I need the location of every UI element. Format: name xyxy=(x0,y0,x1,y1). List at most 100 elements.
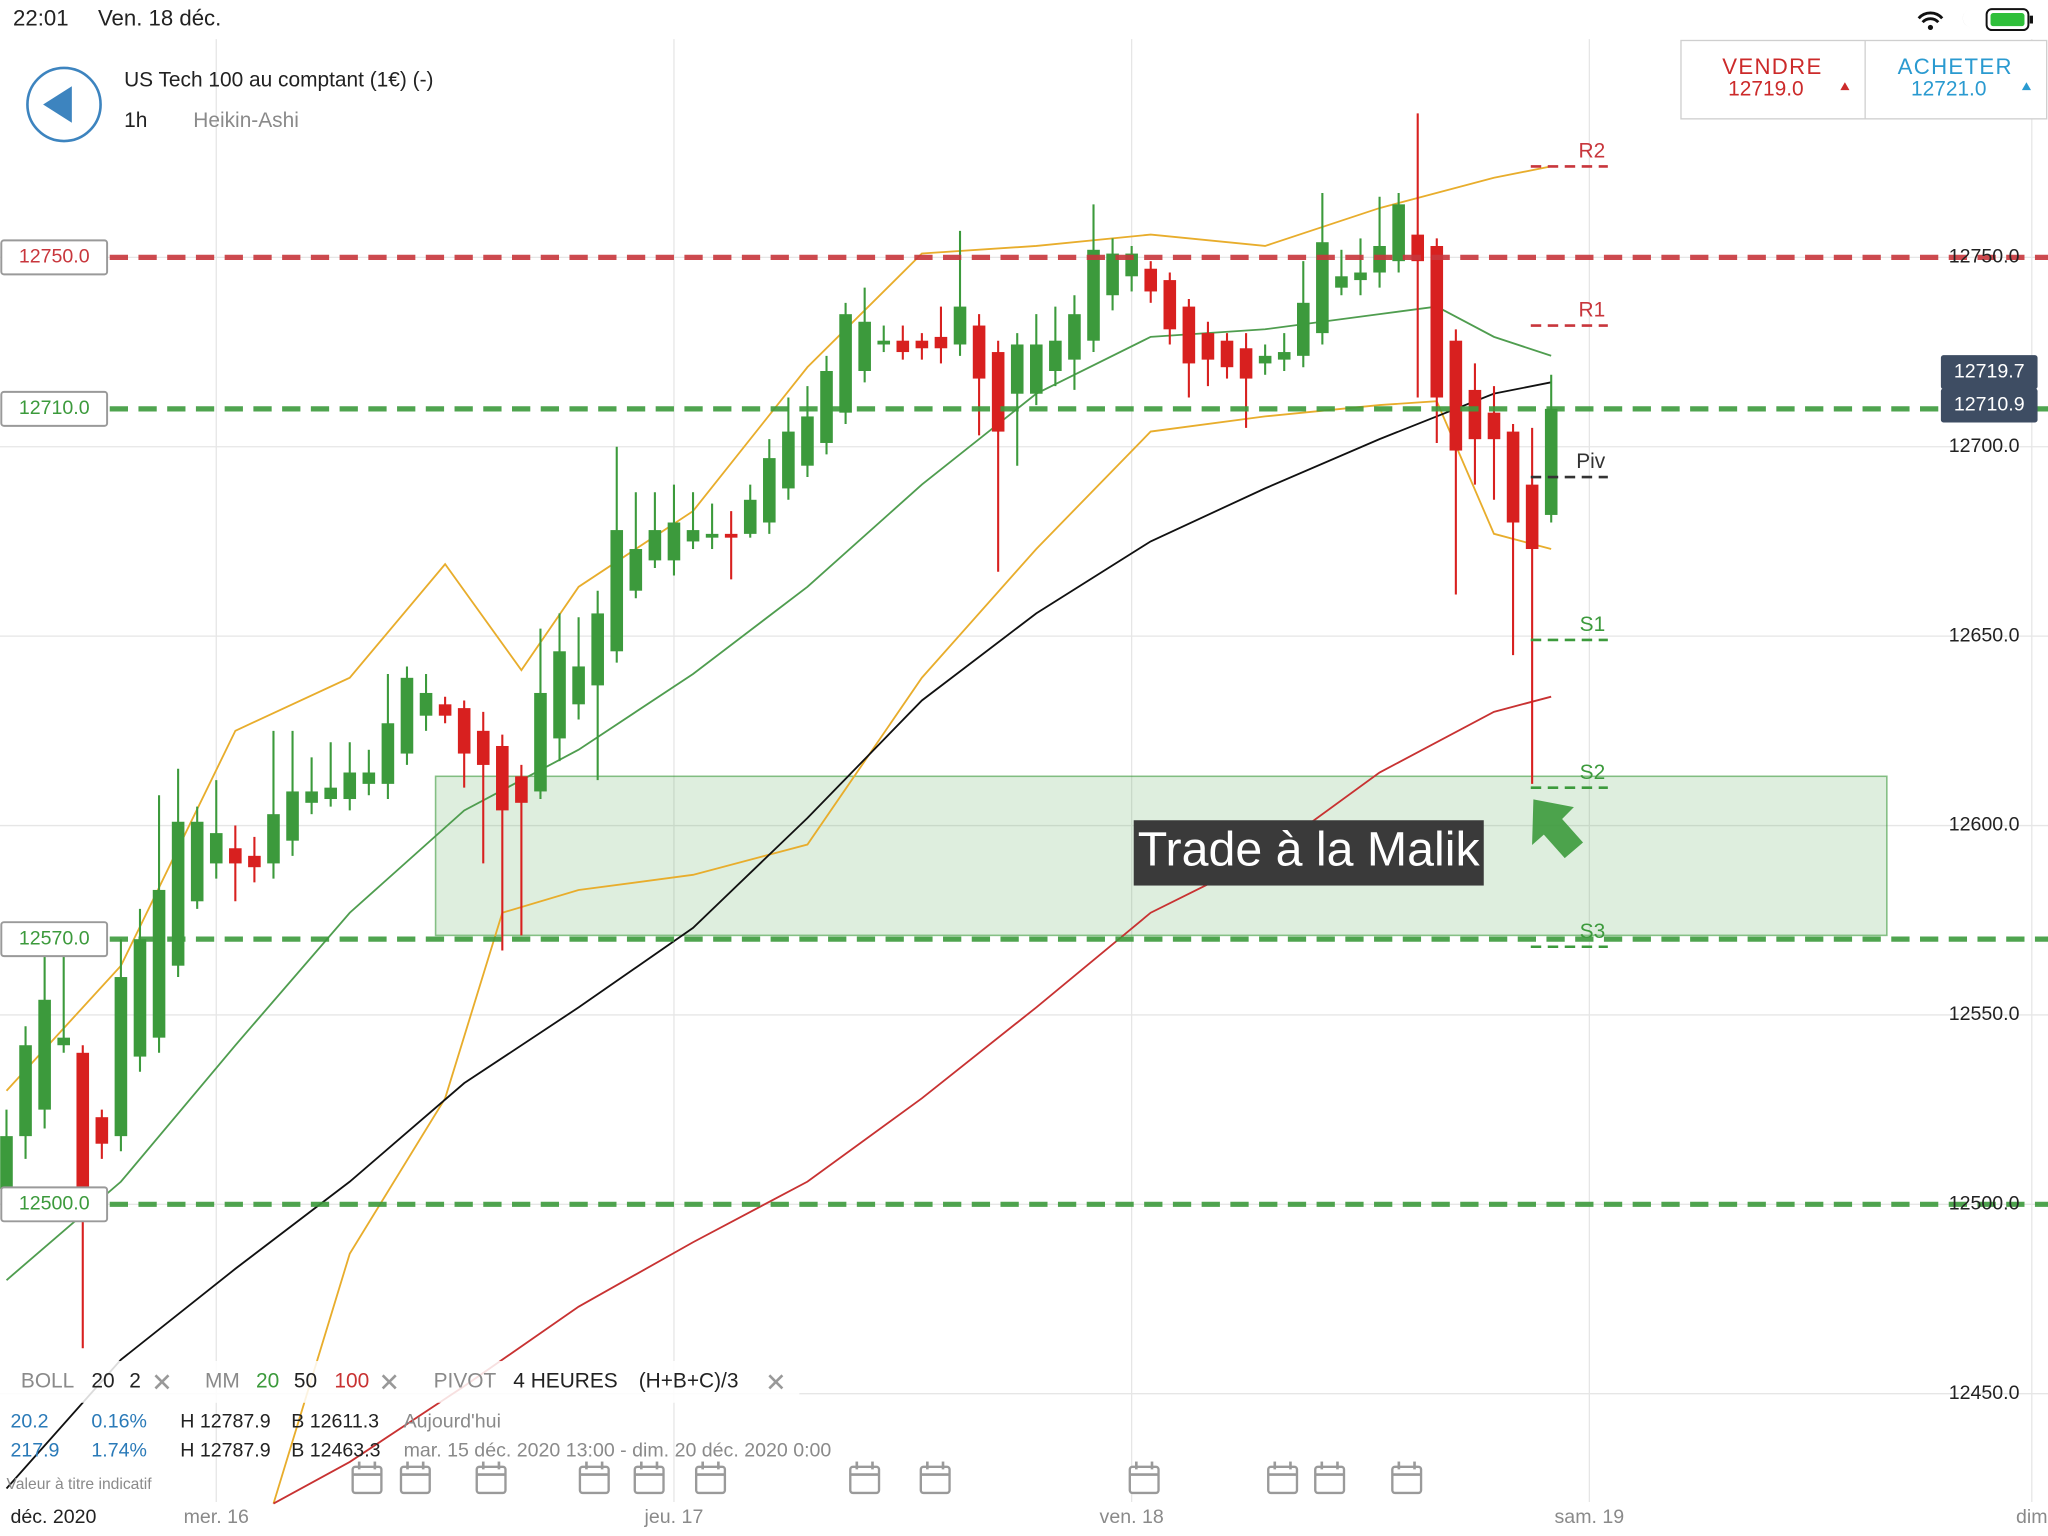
mm-legend[interactable]: MM 20 50 100 xyxy=(205,1369,397,1392)
candle xyxy=(19,1026,32,1159)
candle xyxy=(1258,344,1272,375)
candle xyxy=(1220,333,1234,379)
candle-body xyxy=(19,1045,32,1137)
period-label-bg xyxy=(0,1502,115,1536)
candle xyxy=(114,939,128,1152)
x-tick-label: ven. 18 xyxy=(1100,1506,1164,1528)
candle xyxy=(1125,245,1138,292)
candle-body xyxy=(1049,340,1062,371)
indicator-name: MM xyxy=(205,1369,240,1392)
candle-body xyxy=(1487,412,1501,440)
candle xyxy=(686,492,700,550)
legend-bg xyxy=(0,1360,800,1403)
level-label-box xyxy=(0,921,109,958)
candle xyxy=(610,446,624,663)
candle xyxy=(991,340,1005,572)
annotation: Trade à la Malik xyxy=(1138,823,1481,877)
info-period: mar. 15 déc. 2020 13:00 - dim. 20 déc. 2… xyxy=(404,1439,832,1461)
candle-body xyxy=(152,889,166,1038)
indicator-line xyxy=(272,400,1552,1504)
candle xyxy=(133,908,147,1072)
candle-body xyxy=(1354,272,1367,281)
candle-body xyxy=(782,431,795,489)
x-tick-label: sam. 19 xyxy=(1555,1506,1625,1528)
candle xyxy=(896,325,910,360)
price-tag: 12710.9 xyxy=(1954,394,2025,416)
calendar-icon xyxy=(1391,1461,1423,1495)
chart-style[interactable]: Heikin-Ashi xyxy=(193,109,299,132)
candle-body xyxy=(57,1037,70,1046)
candle xyxy=(1525,427,1539,784)
calendar-frame xyxy=(351,1465,383,1495)
candle-body xyxy=(457,708,471,754)
candle xyxy=(915,333,929,360)
info-value: 217.9 xyxy=(10,1439,59,1461)
candle xyxy=(38,939,51,1129)
candle-body xyxy=(1277,352,1291,360)
candle xyxy=(57,946,70,1053)
candle xyxy=(839,302,852,425)
status-time: 22:01 xyxy=(13,5,69,30)
calendar-icons[interactable] xyxy=(351,1461,1423,1495)
y-tick-label: 12750.0 xyxy=(1949,246,2020,268)
info-period: Aujourd'hui xyxy=(404,1411,501,1433)
candle xyxy=(190,806,204,909)
candle xyxy=(152,795,166,1053)
candle-body xyxy=(534,692,547,792)
boll-legend[interactable]: BOLL 20 2 xyxy=(21,1369,170,1392)
annotation-arrow xyxy=(1532,799,1584,859)
candle-body xyxy=(515,776,528,803)
candle xyxy=(476,711,490,864)
candle xyxy=(457,700,471,788)
candle-body xyxy=(953,306,967,345)
candle xyxy=(209,780,223,879)
level-label-box xyxy=(0,390,109,427)
candle xyxy=(629,492,643,599)
overlay-layer: 12450.0 12500.0 12550.0 12600.0 12650.0 12700… xyxy=(0,246,2048,1536)
buy-label: ACHETER xyxy=(1898,54,2013,79)
y-tick-label: 12450.0 xyxy=(1949,1382,2020,1404)
level-label: 12710.0 xyxy=(19,397,90,419)
calendar-frame xyxy=(399,1465,431,1495)
pivot-label: S3 xyxy=(1580,920,1606,943)
candle xyxy=(763,439,776,534)
candle xyxy=(934,306,948,364)
candle-body xyxy=(1258,355,1272,364)
annotation-bg xyxy=(1133,820,1484,886)
buy-button[interactable]: ACHETER 12721.0 xyxy=(1898,54,2032,101)
candle-body xyxy=(801,416,814,466)
candle-body xyxy=(1411,234,1425,262)
candle xyxy=(1296,261,1310,368)
indicator-param: 4 HEURES xyxy=(513,1369,617,1392)
candle xyxy=(648,492,662,568)
candle xyxy=(877,325,891,353)
candle xyxy=(705,503,719,550)
sell-button[interactable]: VENDRE 12719.0 xyxy=(1722,54,1850,101)
sell-label: VENDRE xyxy=(1722,54,1822,79)
candle xyxy=(362,749,376,796)
pivot-legend[interactable]: PIVOT 4 HEURES (H+B+C)/3 xyxy=(434,1369,784,1392)
candle-body xyxy=(95,1117,109,1144)
candle-body xyxy=(1182,306,1196,364)
candle-body xyxy=(629,549,643,591)
candle-body xyxy=(209,833,223,864)
candle-body xyxy=(381,723,395,784)
candle-body xyxy=(114,977,128,1137)
indicator-param: 50 xyxy=(294,1369,317,1392)
level-label: 12750.0 xyxy=(19,246,90,268)
candle-body xyxy=(591,613,604,686)
candle-body xyxy=(686,530,700,542)
candle xyxy=(1068,295,1081,390)
candle xyxy=(496,734,509,951)
y-tick-label: 12600.0 xyxy=(1949,814,2020,836)
back-button[interactable] xyxy=(26,66,102,143)
buy-price: 12721.0 xyxy=(1911,78,1986,101)
candle xyxy=(267,730,280,879)
x-tick-label: mer. 16 xyxy=(184,1506,249,1528)
interval[interactable]: 1h xyxy=(124,109,147,132)
calendar-frame xyxy=(849,1465,881,1495)
indicator-name: BOLL xyxy=(21,1369,74,1392)
candle-body xyxy=(1430,245,1444,398)
candle xyxy=(1506,424,1520,656)
